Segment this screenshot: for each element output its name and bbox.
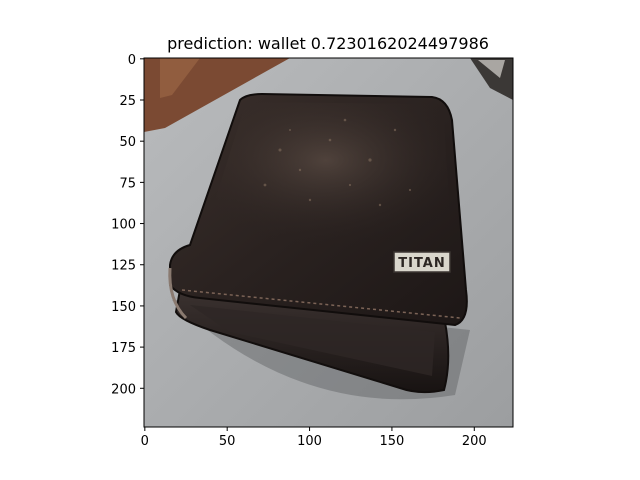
- y-tick-label: 125: [111, 259, 136, 274]
- x-tick-label: 200: [462, 434, 487, 449]
- y-tick-label: 0: [128, 53, 136, 68]
- x-tick-label: 50: [219, 434, 236, 449]
- corner-object-light: [478, 60, 505, 78]
- y-tick-label: 175: [111, 341, 136, 356]
- y-tick-label: 150: [111, 300, 136, 315]
- x-tick-label: 100: [297, 434, 322, 449]
- x-tick-label: 0: [141, 434, 149, 449]
- wallet-stitch: [181, 289, 461, 319]
- y-tick-label: 100: [111, 218, 136, 233]
- wallet-photo: TITAN: [144, 58, 513, 427]
- logo-text: TITAN: [398, 256, 446, 271]
- chart-title: prediction: wallet 0.7230162024497986: [167, 34, 489, 53]
- y-axis: 0 25 50 75 100 125 150 175 200: [111, 53, 144, 397]
- y-tick-label: 50: [119, 135, 136, 150]
- x-tick-label: 150: [380, 434, 405, 449]
- wallet-lower-inner: [190, 305, 435, 376]
- wallet-fold-edge: [168, 267, 188, 320]
- wallet-front-face: [200, 102, 452, 248]
- logo-plate: [393, 251, 451, 273]
- x-axis: 0 50 100 150 200: [141, 427, 487, 449]
- y-tick-label: 75: [119, 176, 136, 191]
- wallet-scuffs: [263, 118, 412, 207]
- plot-frame: [143, 57, 514, 428]
- y-tick-label: 25: [119, 94, 136, 109]
- y-tick-label: 200: [111, 382, 136, 397]
- table-edge-highlight: [160, 58, 200, 98]
